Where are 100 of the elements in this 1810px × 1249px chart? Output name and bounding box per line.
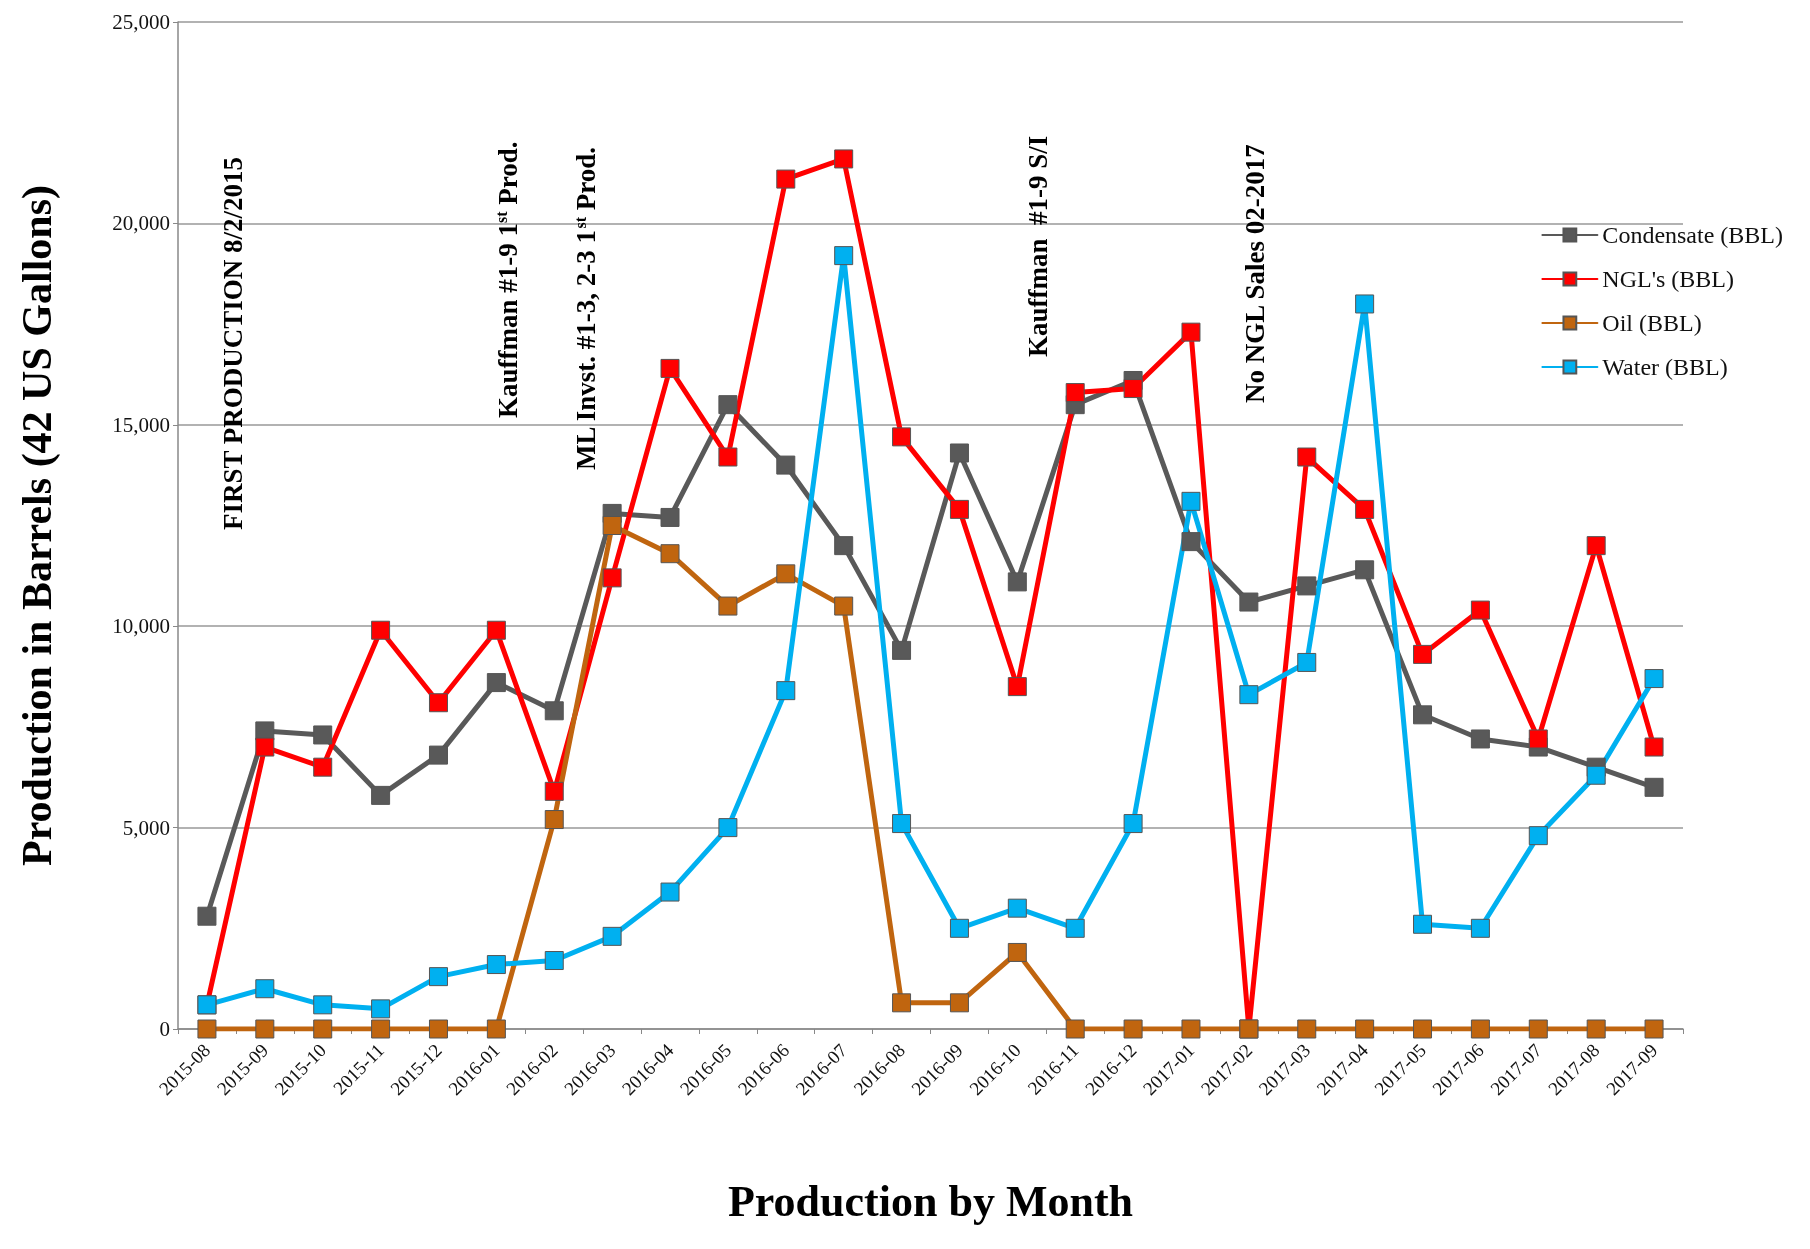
point [1586, 1019, 1606, 1039]
point [1123, 379, 1143, 399]
point [486, 620, 506, 640]
point [949, 499, 969, 519]
point [1470, 600, 1490, 620]
point [718, 818, 738, 838]
y-tick-label: 0 [159, 1017, 170, 1041]
point [776, 564, 796, 584]
point [1297, 652, 1317, 672]
point [313, 1019, 333, 1039]
point [834, 536, 854, 556]
point [1413, 644, 1433, 664]
point [660, 544, 680, 564]
point [371, 785, 391, 805]
point [255, 979, 275, 999]
y-tick-label: 15,000 [112, 412, 170, 437]
point [1181, 1019, 1201, 1039]
point [949, 443, 969, 463]
point [834, 596, 854, 616]
point [1297, 576, 1317, 596]
point [1644, 737, 1664, 757]
point [949, 918, 969, 938]
point [486, 673, 506, 693]
point [486, 955, 506, 975]
annotation: ML Invst. #1-3, 2-3 1st Prod. [571, 146, 602, 470]
point [718, 596, 738, 616]
legend-label: Water (BBL) [1602, 354, 1728, 380]
point [1239, 685, 1259, 705]
point [602, 516, 622, 535]
point [197, 906, 217, 926]
point [1123, 814, 1143, 834]
point [718, 395, 738, 415]
point [1239, 592, 1259, 612]
point [776, 681, 796, 701]
y-tick-label: 25,000 [112, 10, 170, 34]
legend-label: NGL's (BBL) [1602, 266, 1735, 292]
point [776, 169, 796, 189]
annotation: Kauffman #1-9 1st Prod. [492, 141, 523, 418]
point [1007, 942, 1027, 962]
point [1181, 532, 1201, 552]
point [1470, 1019, 1490, 1039]
point [371, 620, 391, 640]
point [544, 781, 564, 801]
point [255, 1019, 275, 1039]
point [1413, 705, 1433, 725]
legend-label: Condensate (BBL) [1602, 222, 1784, 248]
point [1586, 765, 1606, 785]
point [1528, 729, 1548, 749]
point [660, 882, 680, 902]
point [1007, 677, 1027, 697]
point [1586, 536, 1606, 556]
point [428, 1019, 448, 1039]
point [428, 745, 448, 765]
point [313, 725, 333, 745]
point [660, 507, 680, 527]
point [1528, 1019, 1548, 1039]
point [1065, 383, 1085, 403]
point [428, 967, 448, 987]
point [1123, 1019, 1143, 1039]
point [1355, 294, 1375, 314]
point [428, 693, 448, 713]
point [1355, 560, 1375, 580]
point [1181, 491, 1201, 511]
point [949, 993, 969, 1013]
point [1355, 1019, 1375, 1039]
point [313, 995, 333, 1015]
point [834, 246, 854, 266]
point [660, 358, 680, 378]
point [255, 737, 275, 757]
point [1297, 1019, 1317, 1039]
point [544, 951, 564, 971]
point [834, 149, 854, 169]
y-tick-label: 10,000 [112, 614, 170, 639]
point [1355, 499, 1375, 519]
point [1413, 914, 1433, 934]
point [371, 999, 391, 1019]
point [1413, 1019, 1433, 1039]
y-tick-label: 5,000 [122, 815, 170, 840]
point [197, 1019, 217, 1039]
point [313, 757, 333, 777]
point [486, 1019, 506, 1039]
point [1644, 777, 1664, 797]
point [1297, 447, 1317, 467]
point [718, 447, 738, 467]
y-tick-label: 20,000 [112, 211, 170, 236]
point [602, 926, 622, 946]
y-axis-title: Production in Barrels (42 US Gallons) [14, 184, 61, 867]
point [1007, 572, 1027, 592]
point [892, 427, 912, 447]
point [1065, 1019, 1085, 1039]
point [1470, 918, 1490, 938]
point [1644, 1019, 1664, 1039]
point [1470, 729, 1490, 749]
point [776, 455, 796, 475]
point [544, 810, 564, 830]
legend-label: Oil (BBL) [1602, 310, 1702, 336]
annotation: Kauffman #1-9 S/I [1022, 135, 1053, 357]
point [1007, 898, 1027, 918]
point [602, 568, 622, 588]
point [892, 814, 912, 834]
